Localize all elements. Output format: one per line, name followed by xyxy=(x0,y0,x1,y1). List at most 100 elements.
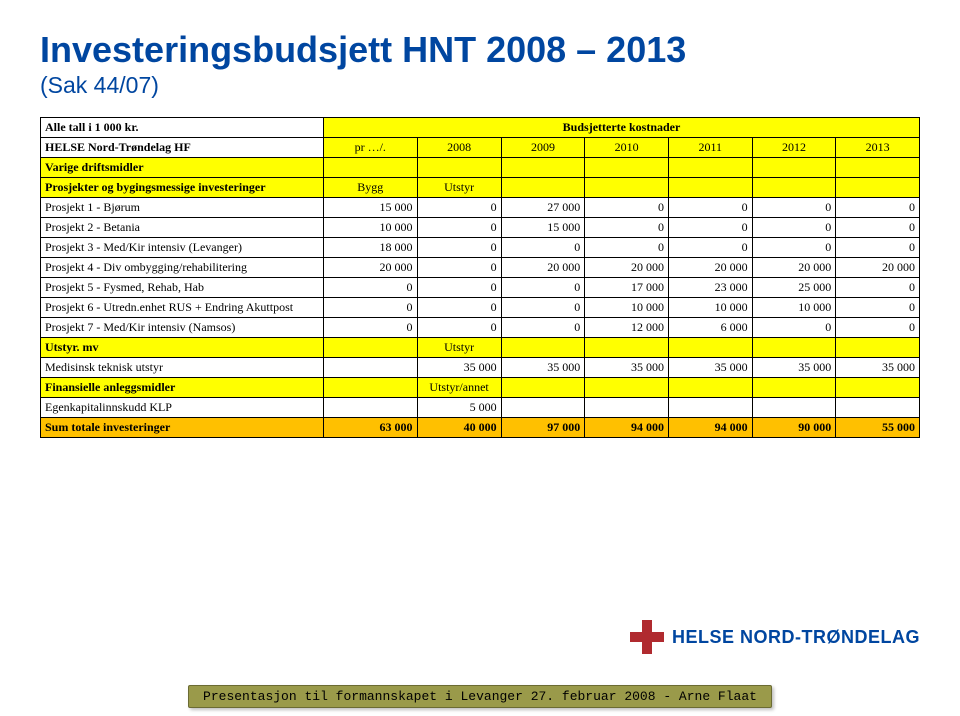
cell: 0 xyxy=(836,237,920,257)
cell: 55 000 xyxy=(836,417,920,437)
cell: 35 000 xyxy=(417,357,501,377)
row-label: Prosjekt 4 - Div ombygging/rehabiliterin… xyxy=(41,257,324,277)
cell: 6 000 xyxy=(668,317,752,337)
cell: 0 xyxy=(501,237,585,257)
header-right: Budsjetterte kostnader xyxy=(324,117,920,137)
cell xyxy=(585,397,669,417)
cell: 20 000 xyxy=(585,257,669,277)
cell: 0 xyxy=(417,237,501,257)
cell: 20 000 xyxy=(668,257,752,277)
cell xyxy=(501,397,585,417)
table-row: Prosjekt 3 - Med/Kir intensiv (Levanger)… xyxy=(41,237,920,257)
cell xyxy=(324,157,418,177)
hdr-col-1: pr …/. xyxy=(324,137,418,157)
cell: Utstyr xyxy=(417,177,501,197)
table-body: Varige driftsmidlerProsjekter og bygings… xyxy=(41,157,920,437)
cell xyxy=(836,177,920,197)
cell: 40 000 xyxy=(417,417,501,437)
header-left: Alle tall i 1 000 kr. xyxy=(41,117,324,137)
cell xyxy=(324,337,418,357)
cell: 35 000 xyxy=(752,357,836,377)
page-title: Investeringsbudsjett HNT 2008 – 2013 xyxy=(40,30,920,70)
cell: 35 000 xyxy=(836,357,920,377)
cell: 20 000 xyxy=(836,257,920,277)
cell: 0 xyxy=(324,317,418,337)
table-row: Prosjekt 4 - Div ombygging/rehabiliterin… xyxy=(41,257,920,277)
cell: 90 000 xyxy=(752,417,836,437)
cell: 0 xyxy=(324,277,418,297)
hdr-col-6: 2012 xyxy=(752,137,836,157)
cell xyxy=(836,337,920,357)
page-subtitle: (Sak 44/07) xyxy=(40,72,920,99)
cell xyxy=(752,177,836,197)
table-row: Medisinsk teknisk utstyr35 00035 00035 0… xyxy=(41,357,920,377)
cell: 0 xyxy=(501,317,585,337)
table-row: Prosjekt 2 - Betania10 000015 0000000 xyxy=(41,217,920,237)
row-label: Prosjekt 1 - Bjørum xyxy=(41,197,324,217)
cell xyxy=(668,157,752,177)
table-row: Sum totale investeringer63 00040 00097 0… xyxy=(41,417,920,437)
table-row: Prosjekt 5 - Fysmed, Rehab, Hab00017 000… xyxy=(41,277,920,297)
cell xyxy=(668,377,752,397)
footer-bar: Presentasjon til formannskapet i Levange… xyxy=(0,676,960,716)
cell: 63 000 xyxy=(324,417,418,437)
cell: 0 xyxy=(836,217,920,237)
cell: 12 000 xyxy=(585,317,669,337)
cell xyxy=(752,377,836,397)
table-row: Utstyr. mv Utstyr xyxy=(41,337,920,357)
table-header-row-2: HELSE Nord-Trøndelag HF pr …/. 2008 2009… xyxy=(41,137,920,157)
cell xyxy=(417,157,501,177)
cell xyxy=(836,157,920,177)
budget-table-wrap: Alle tall i 1 000 kr. Budsjetterte kostn… xyxy=(40,117,920,438)
row-label: Medisinsk teknisk utstyr xyxy=(41,357,324,377)
cell: 0 xyxy=(417,217,501,237)
cell: 0 xyxy=(417,197,501,217)
row-label: Utstyr. mv xyxy=(41,337,324,357)
cell xyxy=(501,377,585,397)
cell: Bygg xyxy=(324,177,418,197)
cell: 0 xyxy=(417,257,501,277)
footer-text: Presentasjon til formannskapet i Levange… xyxy=(188,685,772,708)
hdr-col-5: 2011 xyxy=(668,137,752,157)
cell xyxy=(585,337,669,357)
cell: 10 000 xyxy=(324,217,418,237)
cell: 0 xyxy=(668,217,752,237)
hdr-col-0: HELSE Nord-Trøndelag HF xyxy=(41,137,324,157)
cell: 0 xyxy=(836,317,920,337)
cell: 0 xyxy=(501,297,585,317)
cell: 20 000 xyxy=(501,257,585,277)
cell xyxy=(585,377,669,397)
row-label: Prosjekt 6 - Utredn.enhet RUS + Endring … xyxy=(41,297,324,317)
row-label: Prosjekt 7 - Med/Kir intensiv (Namsos) xyxy=(41,317,324,337)
table-header-row-1: Alle tall i 1 000 kr. Budsjetterte kostn… xyxy=(41,117,920,137)
cell: Utstyr xyxy=(417,337,501,357)
cell xyxy=(836,397,920,417)
cell: 0 xyxy=(836,297,920,317)
cell: 20 000 xyxy=(324,257,418,277)
cell: 17 000 xyxy=(585,277,669,297)
cell: 25 000 xyxy=(752,277,836,297)
cell: 0 xyxy=(752,237,836,257)
cell xyxy=(752,157,836,177)
cell: 94 000 xyxy=(668,417,752,437)
cell: 18 000 xyxy=(324,237,418,257)
slide: Investeringsbudsjett HNT 2008 – 2013 (Sa… xyxy=(0,0,960,716)
cell: 0 xyxy=(668,197,752,217)
row-label: Varige driftsmidler xyxy=(41,157,324,177)
table-row: Varige driftsmidler xyxy=(41,157,920,177)
cell xyxy=(501,177,585,197)
cell: 10 000 xyxy=(585,297,669,317)
cell: 20 000 xyxy=(752,257,836,277)
cell: 0 xyxy=(752,197,836,217)
cell: 0 xyxy=(585,237,669,257)
cell: 10 000 xyxy=(752,297,836,317)
cell: 0 xyxy=(417,297,501,317)
cell: 5 000 xyxy=(417,397,501,417)
cell: 15 000 xyxy=(501,217,585,237)
cell xyxy=(324,357,418,377)
cell xyxy=(752,337,836,357)
cell: 35 000 xyxy=(501,357,585,377)
cell: 97 000 xyxy=(501,417,585,437)
cell: 0 xyxy=(836,277,920,297)
cell: 94 000 xyxy=(585,417,669,437)
